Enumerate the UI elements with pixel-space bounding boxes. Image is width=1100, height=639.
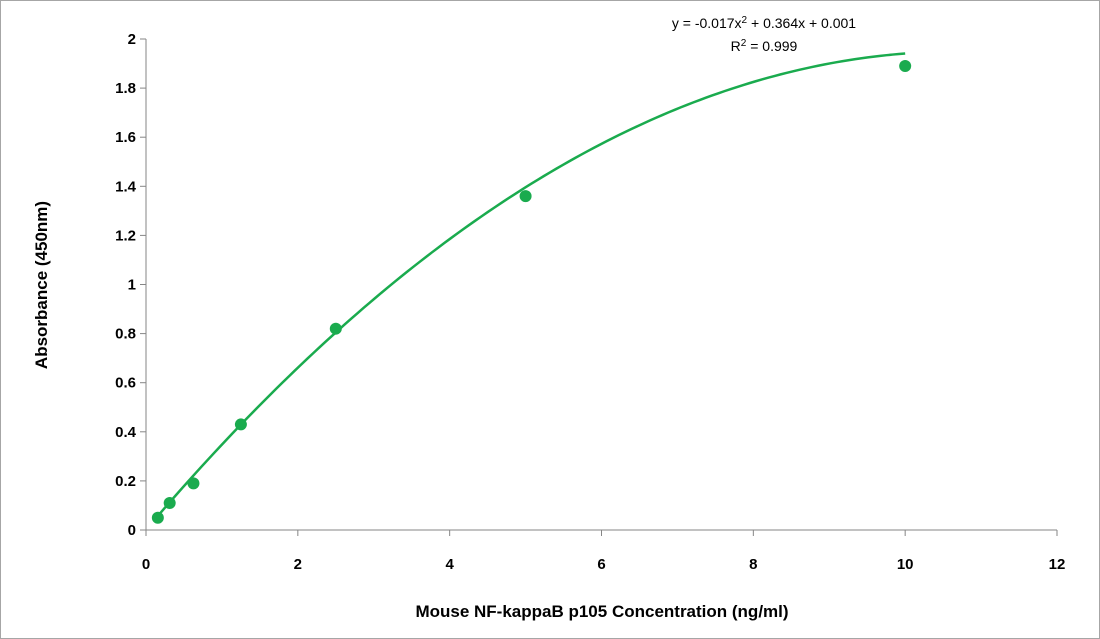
y-tick-label: 1.2 [115,227,136,244]
y-tick-label: 1.8 [115,80,136,97]
x-tick-label: 8 [749,556,757,573]
data-point [151,511,164,524]
y-tick-label: 0 [128,522,136,539]
x-axis-title: Mouse NF-kappaB p105 Concentration (ng/m… [415,602,788,621]
x-tick-label: 12 [1049,556,1066,573]
y-tick-label: 0.6 [115,375,136,392]
y-tick-label: 1.6 [115,129,136,146]
y-tick-label: 0.4 [115,424,137,441]
x-tick-label: 4 [445,556,454,573]
data-points [151,60,912,524]
data-point [329,322,342,335]
y-tick-label: 0.8 [115,326,136,343]
x-tick-label: 2 [294,556,302,573]
trendline [156,52,906,517]
trendline-equation: y = -0.017x2 + 0.364x + 0.001 [672,15,856,32]
y-axis-title: Absorbance (450nm) [32,201,51,369]
data-point [187,477,200,490]
x-tick-label: 6 [597,556,605,573]
y-axis-ticks: 0 0.2 0.4 0.6 0.8 1 1.2 1.4 1.6 1.8 2 [115,31,146,539]
data-point [519,190,532,203]
data-point [899,60,912,73]
y-tick-label: 1.4 [115,178,137,195]
y-tick-label: 0.2 [115,473,136,490]
x-axis-ticks: 0 2 4 6 8 10 12 [142,530,1066,573]
y-tick-label: 1 [128,277,136,294]
data-point [163,496,176,509]
y-tick-label: 2 [128,31,136,48]
x-tick-label: 10 [897,556,914,573]
x-tick-label: 0 [142,556,150,573]
r-squared-label: R2 = 0.999 [731,38,798,55]
data-point [234,418,247,431]
